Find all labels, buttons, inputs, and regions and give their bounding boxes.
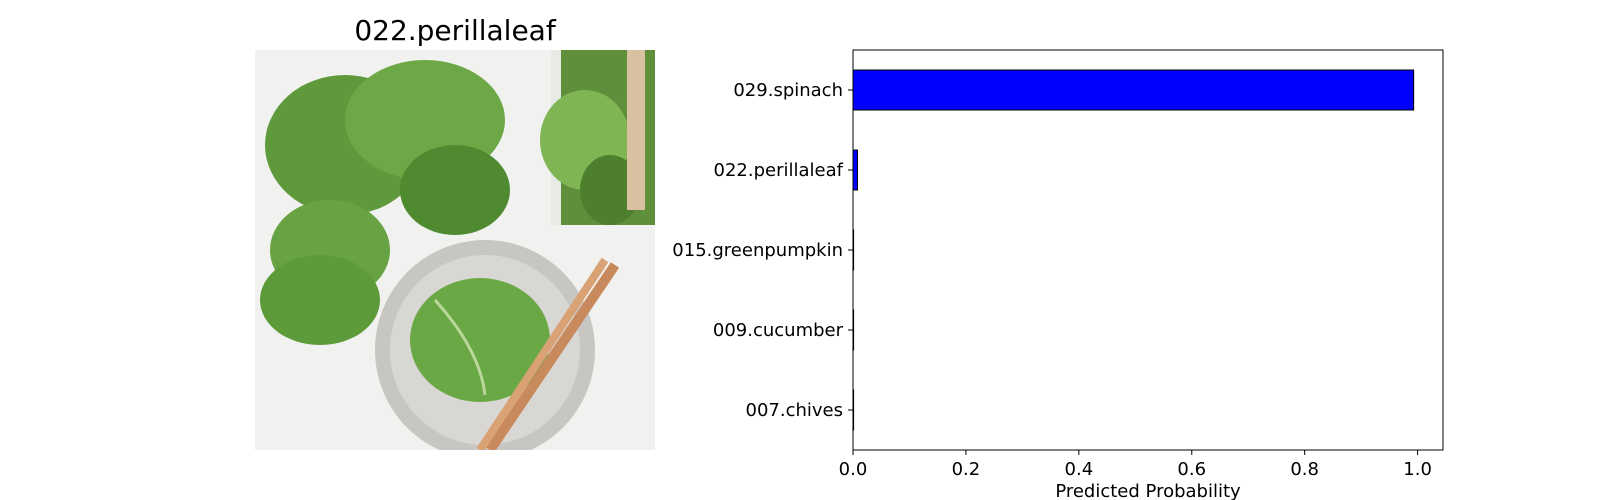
y-tick-label: 029.spinach — [733, 80, 843, 101]
x-tick-label: 0.6 — [1177, 459, 1206, 480]
bar — [852, 389, 855, 431]
image-title: 022.perillaleaf — [354, 14, 556, 47]
x-axis-label: Predicted Probability — [1055, 481, 1241, 500]
x-tick-label: 0.4 — [1065, 459, 1094, 480]
y-tick-label: 022.perillaleaf — [714, 160, 844, 181]
bar — [852, 229, 855, 271]
food-photo — [255, 50, 655, 450]
y-tick-label: 015.greenpumpkin — [672, 240, 843, 261]
bar — [852, 309, 855, 351]
y-tick-label: 009.cucumber — [713, 320, 844, 341]
x-tick-label: 0.8 — [1290, 459, 1319, 480]
x-tick-label: 0.2 — [952, 459, 981, 480]
bar — [852, 69, 1415, 111]
bar — [852, 149, 859, 191]
x-tick-label: 0.0 — [839, 459, 868, 480]
x-tick-label: 1.0 — [1403, 459, 1432, 480]
y-tick-label: 007.chives — [746, 400, 844, 421]
